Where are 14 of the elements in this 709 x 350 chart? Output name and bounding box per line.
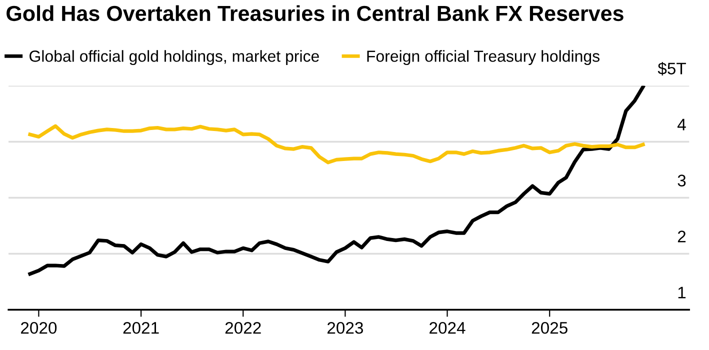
y-tick-label: 2 <box>678 230 686 242</box>
y-tick-label: 4 <box>677 118 686 130</box>
chart-title: Gold Has Overtaken Treasuries in Central Bank FX Reserves <box>6 5 624 22</box>
y-tick-label: 1 <box>678 286 686 298</box>
x-tick-label: 2022 <box>225 322 261 334</box>
y-tick-label: 3 <box>678 174 686 186</box>
x-tick-label: 2024 <box>430 322 466 334</box>
legend-label: Foreign official Treasury holdings <box>367 50 600 66</box>
x-tick-label: 2025 <box>532 322 568 334</box>
y-tick-label: $5T <box>658 62 686 76</box>
legend-label: Global official gold holdings, market price <box>30 50 319 66</box>
x-tick-label: 2020 <box>21 322 57 334</box>
x-tick-label: 2021 <box>123 322 159 334</box>
x-tick-label: 2023 <box>327 322 363 334</box>
